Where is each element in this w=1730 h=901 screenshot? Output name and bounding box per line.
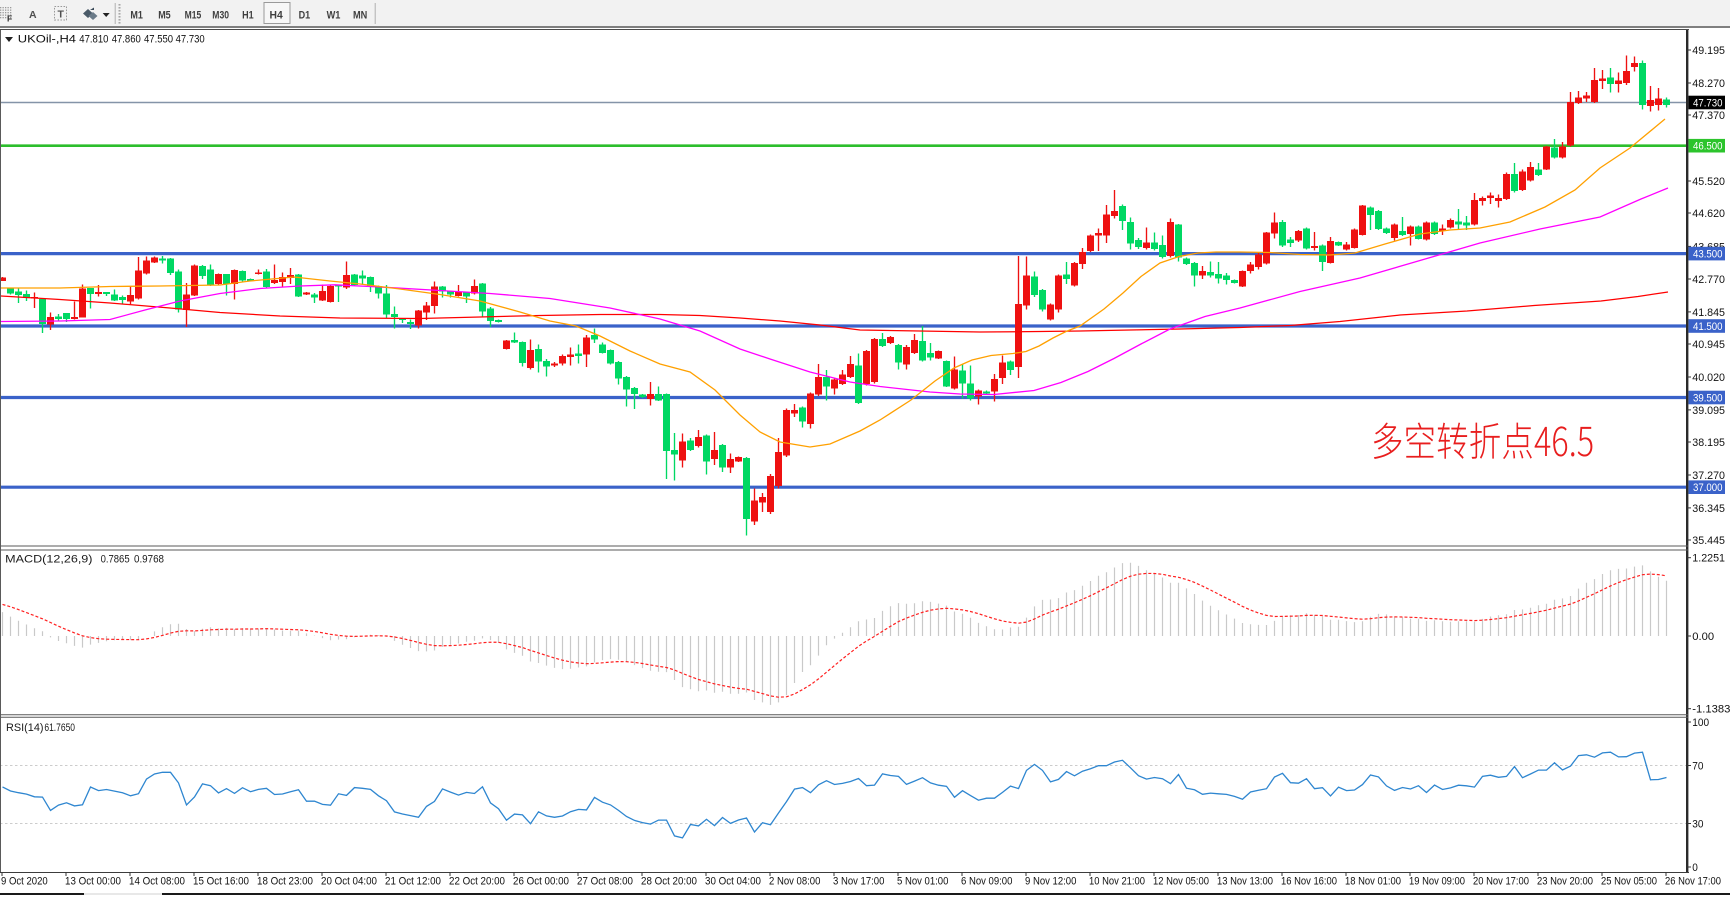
svg-text:23 Nov 20:00: 23 Nov 20:00 [1537, 876, 1593, 888]
svg-text:1.2251: 1.2251 [1692, 553, 1725, 565]
svg-text:49.195: 49.195 [1692, 45, 1725, 57]
svg-text:37.270: 37.270 [1692, 470, 1725, 482]
svg-text:9 Nov 12:00: 9 Nov 12:00 [1025, 876, 1076, 888]
svg-text:10 Nov 21:00: 10 Nov 21:00 [1089, 876, 1145, 888]
svg-text:26 Nov 17:00: 26 Nov 17:00 [1665, 876, 1721, 888]
svg-text:16 Nov 16:00: 16 Nov 16:00 [1281, 876, 1337, 888]
svg-text:5 Nov 01:00: 5 Nov 01:00 [897, 876, 948, 888]
svg-text:27 Oct 08:00: 27 Oct 08:00 [577, 876, 633, 888]
svg-text:RSI(14): RSI(14) [6, 722, 44, 734]
svg-text:22 Oct 20:00: 22 Oct 20:00 [449, 876, 505, 888]
svg-text:45.520: 45.520 [1692, 176, 1725, 188]
svg-text:47.860: 47.860 [112, 34, 141, 46]
svg-text:41.845: 41.845 [1692, 307, 1725, 319]
svg-text:39.500: 39.500 [1693, 393, 1723, 405]
svg-text:3 Nov 17:00: 3 Nov 17:00 [833, 876, 884, 888]
svg-text:47.550: 47.550 [144, 34, 173, 46]
svg-text:-1.1383: -1.1383 [1692, 704, 1730, 716]
svg-text:42.770: 42.770 [1692, 274, 1725, 286]
svg-text:47.370: 47.370 [1692, 110, 1725, 122]
svg-text:H4: H4 [270, 10, 284, 22]
svg-text:61.7650: 61.7650 [44, 722, 75, 734]
svg-text:0.7865: 0.7865 [101, 554, 130, 566]
svg-text:14 Oct 08:00: 14 Oct 08:00 [129, 876, 185, 888]
svg-text:0.00: 0.00 [1692, 631, 1714, 643]
svg-text:M30: M30 [212, 10, 229, 22]
svg-text:39.095: 39.095 [1692, 405, 1725, 417]
svg-text:21 Oct 12:00: 21 Oct 12:00 [385, 876, 441, 888]
svg-text:70: 70 [1692, 761, 1703, 773]
svg-text:43.500: 43.500 [1693, 249, 1723, 261]
svg-text:40.945: 40.945 [1692, 339, 1725, 351]
svg-text:13 Nov 13:00: 13 Nov 13:00 [1217, 876, 1273, 888]
svg-text:38.195: 38.195 [1692, 437, 1725, 449]
svg-text:UKOil-,H4: UKOil-,H4 [18, 34, 76, 46]
svg-text:46.500: 46.500 [1693, 141, 1723, 153]
svg-text:D1: D1 [299, 10, 311, 22]
svg-text:20 Nov 17:00: 20 Nov 17:00 [1473, 876, 1529, 888]
svg-text:A: A [29, 9, 37, 21]
svg-text:F: F [7, 14, 12, 24]
svg-text:H1: H1 [242, 10, 254, 22]
svg-text:M15: M15 [185, 10, 202, 22]
svg-text:W1: W1 [327, 10, 341, 22]
svg-text:12 Nov 05:00: 12 Nov 05:00 [1153, 876, 1209, 888]
svg-text:20 Oct 04:00: 20 Oct 04:00 [321, 876, 377, 888]
svg-text:30: 30 [1692, 819, 1703, 831]
svg-text:47.730: 47.730 [176, 34, 205, 46]
svg-text:47.730: 47.730 [1693, 98, 1723, 110]
svg-text:MN: MN [353, 10, 367, 22]
svg-text:MACD(12,26,9): MACD(12,26,9) [5, 554, 93, 566]
svg-text:0.9768: 0.9768 [134, 554, 164, 566]
svg-text:26 Oct 00:00: 26 Oct 00:00 [513, 876, 569, 888]
svg-text:40.020: 40.020 [1692, 372, 1725, 384]
svg-text:48.270: 48.270 [1692, 78, 1725, 90]
svg-text:35.445: 35.445 [1692, 535, 1725, 547]
svg-text:9 Oct 2020: 9 Oct 2020 [1, 876, 48, 888]
svg-text:15 Oct 16:00: 15 Oct 16:00 [193, 876, 249, 888]
svg-text:44.620: 44.620 [1692, 208, 1725, 220]
svg-text:18 Oct 23:00: 18 Oct 23:00 [257, 876, 313, 888]
svg-text:M5: M5 [158, 10, 171, 22]
svg-text:41.500: 41.500 [1693, 321, 1723, 333]
svg-text:T: T [58, 9, 65, 21]
svg-text:2 Nov 08:00: 2 Nov 08:00 [769, 876, 820, 888]
svg-text:25 Nov 05:00: 25 Nov 05:00 [1601, 876, 1657, 888]
svg-text:19 Nov 09:00: 19 Nov 09:00 [1409, 876, 1465, 888]
svg-text:13 Oct 00:00: 13 Oct 00:00 [65, 876, 121, 888]
svg-text:37.000: 37.000 [1693, 482, 1723, 494]
svg-text:0: 0 [1692, 862, 1698, 874]
svg-text:M1: M1 [130, 10, 143, 22]
svg-text:18 Nov 01:00: 18 Nov 01:00 [1345, 876, 1401, 888]
svg-text:47.810: 47.810 [79, 34, 108, 46]
svg-text:30 Oct 04:00: 30 Oct 04:00 [705, 876, 761, 888]
svg-text:100: 100 [1692, 717, 1709, 729]
svg-text:6 Nov 09:00: 6 Nov 09:00 [961, 876, 1012, 888]
svg-text:36.345: 36.345 [1692, 503, 1725, 515]
svg-text:28 Oct 20:00: 28 Oct 20:00 [641, 876, 697, 888]
